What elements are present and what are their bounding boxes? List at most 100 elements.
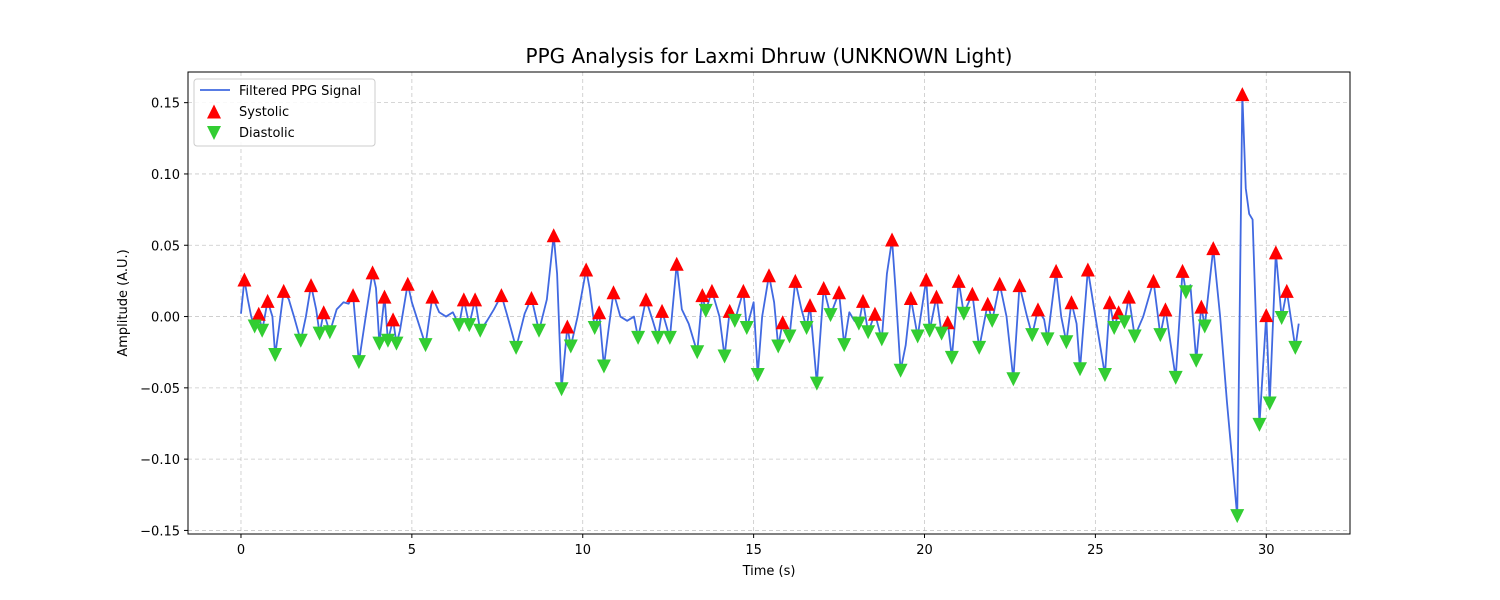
x-tick-label: 15 [745, 543, 762, 558]
diastolic-marker [1197, 319, 1212, 334]
diastolic-marker [452, 318, 467, 333]
diastolic-marker [1189, 353, 1204, 368]
legend: Filtered PPG Signal Systolic Diastolic [193, 78, 376, 147]
diastolic-marker [312, 326, 327, 341]
systolic-marker [867, 306, 882, 321]
diastolic-marker [1178, 285, 1193, 300]
systolic-marker [980, 296, 995, 311]
diastolic-marker [531, 323, 546, 338]
legend-label-systolic: Systolic [239, 105, 289, 120]
systolic-marker [704, 283, 719, 298]
diastolic-marker [322, 325, 337, 340]
systolic-marker [1206, 241, 1221, 256]
diastolic-marker [922, 323, 937, 338]
diastolic-marker [739, 320, 754, 335]
diastolic-marker [985, 313, 1000, 328]
y-tick-label: 0.00 [151, 311, 180, 326]
systolic-marker [1235, 87, 1250, 102]
diastolic-marker [1006, 372, 1021, 387]
systolic-marker [260, 293, 275, 308]
diastolic-marker [934, 326, 949, 341]
systolic-marker [992, 276, 1007, 291]
diastolic-marker [563, 339, 578, 354]
diastolic-marker [1117, 315, 1132, 330]
diastolic-marker [750, 368, 765, 383]
diastolic-marker [823, 308, 838, 323]
systolic-marker [524, 291, 539, 306]
systolic-marker [386, 312, 401, 327]
systolic-marker [1102, 295, 1117, 310]
systolic-marker [775, 315, 790, 330]
systolic-marker [1064, 295, 1079, 310]
x-axis-ticks: 0 5 10 15 20 25 30 [237, 534, 1275, 558]
systolic-marker [951, 273, 966, 288]
diastolic-marker [372, 336, 387, 351]
x-tick-label: 10 [574, 543, 591, 558]
diastolic-marker [650, 330, 665, 345]
systolic-marker [669, 256, 684, 271]
y-tick-label: 0.10 [151, 168, 180, 183]
systolic-marker [929, 289, 944, 304]
systolic-marker [560, 319, 575, 334]
systolic-marker [940, 315, 955, 330]
diastolic-marker [1127, 329, 1142, 344]
x-tick-label: 5 [408, 543, 416, 558]
systolic-marker [919, 272, 934, 287]
systolic-marker [1194, 299, 1209, 314]
systolic-marker [762, 268, 776, 283]
diastolic-marker [771, 339, 786, 354]
diastolic-marker [351, 355, 366, 370]
x-tick-label: 0 [237, 543, 245, 558]
plot-markers [237, 87, 1303, 524]
systolic-marker [1030, 302, 1045, 317]
y-axis-label: Amplitude (A.U.) [116, 249, 131, 356]
systolic-marker [965, 286, 980, 301]
systolic-marker [468, 292, 483, 307]
diastolic-marker [851, 316, 866, 331]
systolic-marker [1080, 262, 1095, 277]
diastolic-marker [1288, 340, 1303, 355]
diastolic-marker [1059, 335, 1074, 350]
diastolic-marker [717, 349, 732, 364]
systolic-marker [400, 276, 415, 291]
systolic-marker [1158, 302, 1173, 317]
legend-diastolic-marker [207, 126, 221, 140]
legend-box [193, 78, 376, 147]
diastolic-marker [255, 323, 270, 338]
diastolic-marker [1097, 368, 1112, 383]
diastolic-marker [1025, 328, 1040, 343]
diastolic-marker [389, 336, 404, 351]
systolic-marker [1175, 263, 1190, 278]
systolic-marker [736, 283, 751, 298]
grid [188, 72, 1350, 534]
diastolic-marker [1153, 328, 1168, 343]
y-tick-label: −0.10 [140, 453, 180, 468]
diastolic-marker [690, 345, 705, 360]
systolic-marker [803, 298, 818, 313]
diastolic-marker [809, 376, 824, 391]
diastolic-marker [293, 333, 308, 348]
diastolic-marker [893, 363, 908, 378]
systolic-marker [425, 289, 440, 304]
diastolic-marker [1107, 320, 1122, 335]
x-axis-label: Time (s) [742, 564, 796, 579]
diastolic-marker [631, 330, 646, 345]
diastolic-marker [1230, 509, 1245, 524]
systolic-marker [832, 285, 847, 300]
systolic-marker [494, 288, 509, 303]
systolic-marker [638, 292, 653, 307]
x-tick-label: 20 [916, 543, 933, 558]
y-tick-label: −0.05 [140, 382, 180, 397]
diastolic-marker [944, 350, 959, 365]
systolic-marker [304, 278, 319, 293]
y-axis-ticks: −0.15 −0.10 −0.05 0.00 0.05 0.10 0.15 [140, 97, 188, 539]
diastolic-marker [418, 338, 433, 353]
systolic-marker [816, 281, 831, 296]
systolic-marker [546, 228, 561, 243]
systolic-marker [1146, 273, 1161, 288]
diastolic-marker [1040, 332, 1055, 347]
diastolic-marker [799, 320, 814, 335]
systolic-marker [251, 306, 266, 321]
diastolic-marker [1073, 362, 1088, 377]
systolic-marker [1268, 245, 1283, 260]
